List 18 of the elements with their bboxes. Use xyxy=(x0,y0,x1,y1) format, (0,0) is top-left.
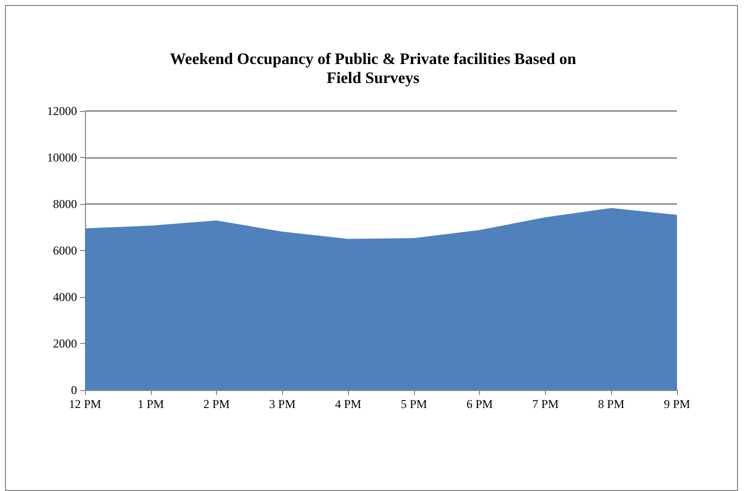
x-tick-label: 7 PM xyxy=(532,397,559,411)
x-tick-label: 9 PM xyxy=(664,397,690,411)
x-tick-label: 6 PM xyxy=(466,397,494,411)
y-tick-label: 8000 xyxy=(53,197,77,211)
x-tick-label: 12 PM xyxy=(68,397,102,411)
x-tick-label: 2 PM xyxy=(203,397,230,411)
x-tick-label: 5 PM xyxy=(400,397,428,411)
y-tick-label: 0 xyxy=(71,383,77,397)
y-tick-label: 6000 xyxy=(53,244,77,258)
x-tick-label: 1 PM xyxy=(138,397,164,411)
chart-title: Weekend Occupancy of Public & Private facilities Based on Field Surveys xyxy=(170,51,576,87)
x-tick-label: 4 PM xyxy=(334,397,362,411)
y-tick-label: 2000 xyxy=(53,336,77,350)
y-tick-label: 4000 xyxy=(53,290,77,304)
x-tick-label: 3 PM xyxy=(269,397,296,411)
y-tick-label: 12000 xyxy=(47,104,77,118)
y-tick-label: 10000 xyxy=(47,150,77,164)
x-tick-label: 8 PM xyxy=(598,397,625,411)
